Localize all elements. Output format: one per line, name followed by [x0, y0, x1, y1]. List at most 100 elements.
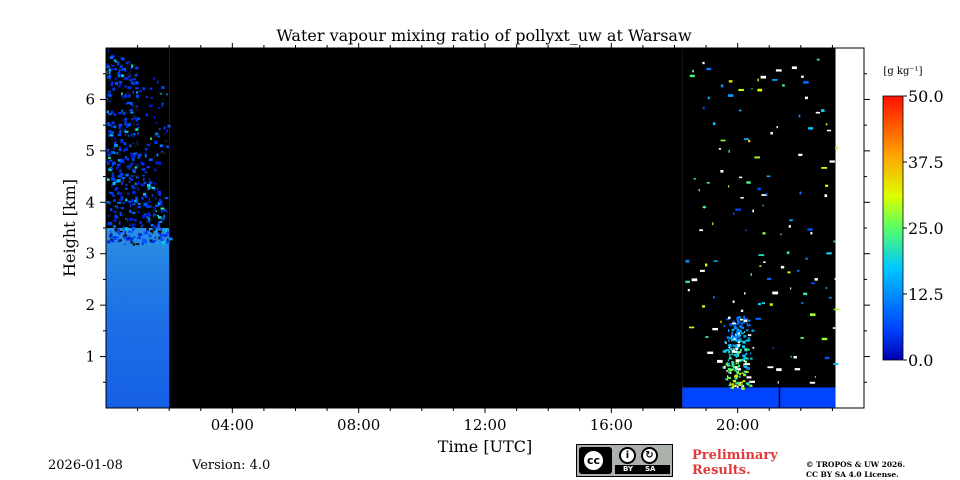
speckle	[725, 378, 728, 381]
speckle	[114, 82, 118, 85]
speckle	[742, 385, 745, 387]
speckle	[138, 90, 143, 93]
speckle	[136, 119, 138, 121]
speckle	[132, 121, 135, 124]
speckle	[735, 355, 739, 358]
x-tick-label: 04:00	[211, 416, 254, 434]
speckle	[106, 65, 110, 69]
speckle	[148, 181, 153, 185]
speckle	[752, 209, 755, 213]
speckle	[148, 213, 152, 217]
speckle	[108, 92, 111, 95]
speckle	[117, 206, 119, 210]
speckle	[107, 70, 109, 74]
speckle	[137, 126, 140, 129]
speckle	[108, 130, 112, 133]
speckle	[131, 83, 135, 86]
speckle	[165, 233, 168, 236]
speckle	[144, 240, 148, 244]
speckle	[120, 207, 125, 210]
speckle	[112, 234, 116, 237]
speckle	[726, 369, 728, 372]
speckle	[130, 162, 134, 166]
speckle	[120, 169, 122, 172]
speckle	[131, 190, 136, 195]
speckle	[157, 231, 159, 234]
speckle	[157, 227, 160, 230]
speckle	[731, 383, 735, 386]
speckle	[742, 321, 746, 324]
speckle	[132, 243, 135, 246]
speckle	[124, 103, 129, 105]
speckle	[108, 113, 112, 116]
speckle	[121, 109, 123, 113]
speckle	[135, 107, 139, 112]
speckle	[740, 197, 744, 199]
speckle	[782, 84, 785, 87]
speckle	[114, 141, 117, 144]
speckle	[799, 191, 802, 195]
speckle	[749, 384, 753, 387]
speckle	[727, 362, 730, 365]
speckle	[132, 90, 134, 94]
speckle	[142, 162, 145, 165]
speckle	[166, 93, 168, 96]
colorbar-unit-label: [g kg⁻¹]	[883, 66, 922, 77]
speckle	[737, 334, 742, 336]
speckle	[743, 335, 746, 338]
speckle	[746, 181, 751, 184]
speckle	[121, 213, 126, 216]
speckle	[731, 364, 735, 368]
speckle	[761, 302, 765, 305]
copyright-note: © TROPOS & UW 2026. CC BY SA 4.0 License…	[806, 460, 905, 480]
speckle	[791, 66, 797, 70]
speckle	[732, 344, 737, 347]
speckle	[746, 319, 751, 322]
speckle	[132, 77, 136, 81]
speckle	[733, 337, 737, 340]
speckle	[110, 231, 112, 233]
speckle	[112, 172, 115, 175]
speckle	[744, 348, 748, 352]
speckle	[825, 287, 828, 289]
speckle	[144, 147, 148, 151]
speckle	[106, 148, 110, 152]
speckle	[127, 200, 132, 203]
speckle	[739, 176, 743, 179]
speckle	[797, 269, 800, 272]
speckle	[119, 172, 124, 176]
speckle	[109, 168, 114, 170]
speckle	[119, 83, 122, 86]
speckle	[728, 356, 732, 360]
speckle	[162, 98, 164, 101]
segment-no-signal-period	[169, 48, 683, 408]
speckle	[161, 151, 164, 153]
speckle	[159, 220, 163, 223]
speckle	[147, 217, 151, 221]
speckle	[131, 212, 136, 214]
speckle	[766, 175, 771, 178]
speckle	[108, 133, 112, 137]
speckle	[107, 152, 111, 155]
speckle	[123, 142, 127, 146]
y-axis-label: Height [km]	[60, 179, 79, 277]
speckle	[108, 68, 112, 72]
speckle	[775, 69, 782, 72]
speckle	[733, 325, 737, 328]
speckle	[833, 240, 836, 243]
cc-icon: cc	[582, 449, 605, 472]
speckle	[126, 157, 129, 161]
speckle	[744, 331, 746, 334]
speckle	[755, 317, 761, 320]
speckle	[122, 150, 125, 153]
speckle	[117, 71, 121, 75]
speckle	[718, 148, 722, 150]
x-axis: 04:00 08:00 12:00 16:00 20:00	[137, 43, 833, 434]
footer-date: 2026-01-08	[48, 458, 123, 473]
speckle	[163, 234, 168, 238]
speckle	[117, 61, 120, 66]
speckle	[728, 339, 730, 342]
y-axis: 1 2 3 4 5 6	[85, 73, 870, 383]
speckle	[727, 376, 731, 379]
speckle	[110, 131, 114, 134]
